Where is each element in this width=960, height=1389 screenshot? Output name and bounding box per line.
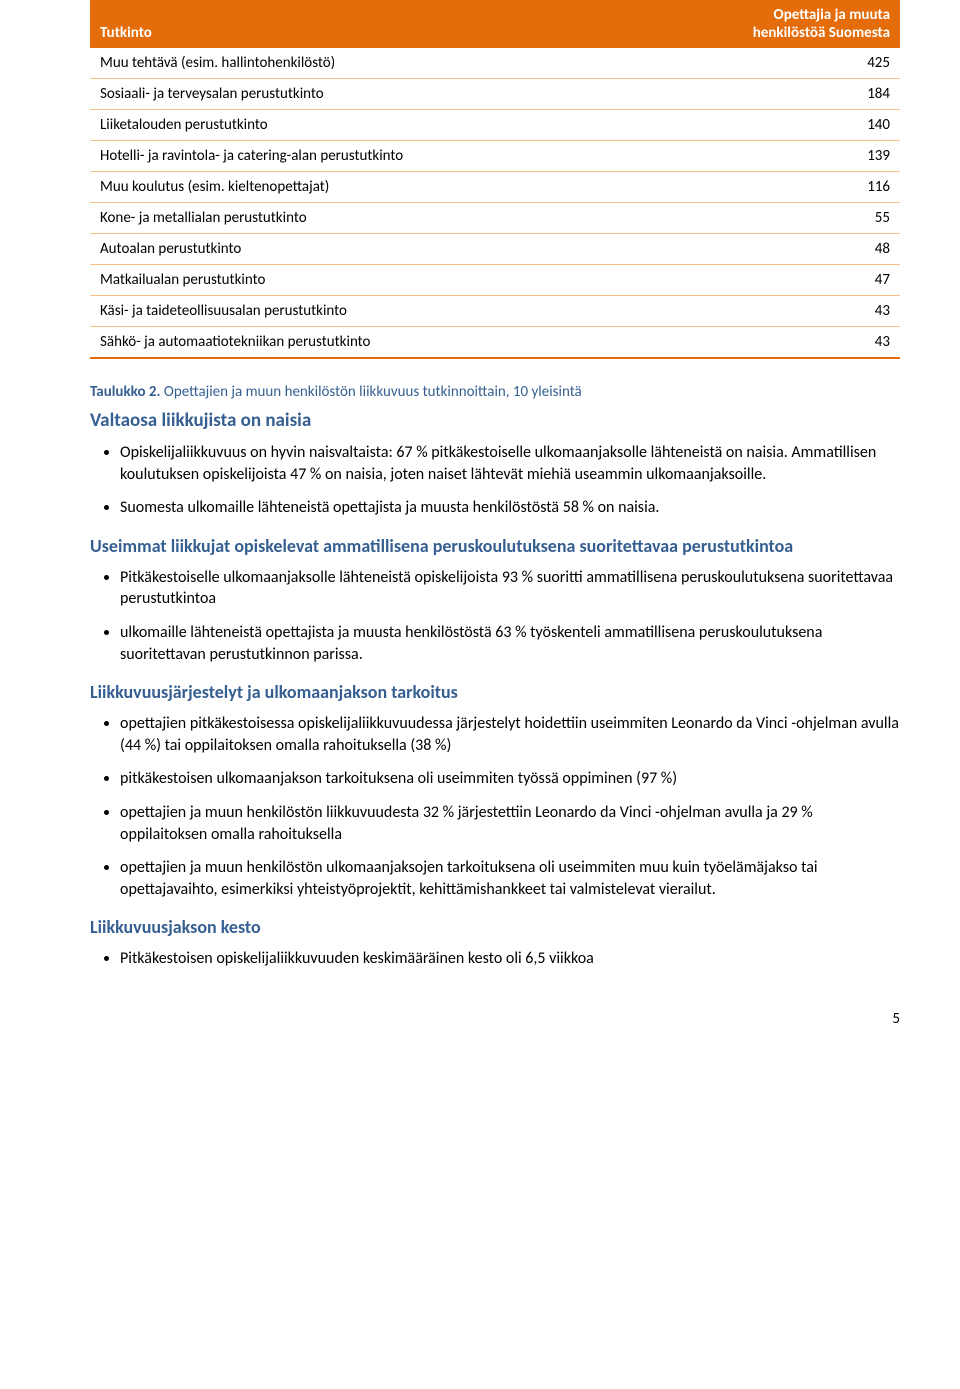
list-item: Opiskelijaliikkuvuus on hyvin naisvaltai… xyxy=(120,442,900,485)
row-label: Käsi- ja taideteollisuusalan perustutkin… xyxy=(90,296,635,327)
list-item: opettajien ja muun henkilöstön ulkomaanj… xyxy=(120,857,900,900)
row-label: Liiketalouden perustutkinto xyxy=(90,110,635,141)
table-row: Sosiaali- ja terveysalan perustutkinto18… xyxy=(90,79,900,110)
list-item: Pitkäkestoiselle ulkomaanjaksolle lähten… xyxy=(120,567,900,610)
row-value: 140 xyxy=(635,110,900,141)
bullet-list-1: Opiskelijaliikkuvuus on hyvin naisvaltai… xyxy=(90,442,900,519)
col2-line1: Opettajia ja muuta xyxy=(774,6,890,24)
section-title-1: Valtaosa liikkujista on naisia xyxy=(90,409,900,432)
table-row: Liiketalouden perustutkinto140 xyxy=(90,110,900,141)
col2-line2: henkilöstöä Suomesta xyxy=(753,24,890,42)
table-header-col1: Tutkinto xyxy=(90,0,635,48)
table-row: Muu koulutus (esim. kieltenopettajat)116 xyxy=(90,172,900,203)
row-label: Kone- ja metallialan perustutkinto xyxy=(90,203,635,234)
row-value: 48 xyxy=(635,234,900,265)
bullet-list-3: opettajien pitkäkestoisessa opiskelijali… xyxy=(90,713,900,900)
table-caption: Taulukko 2. Opettajien ja muun henkilöst… xyxy=(90,383,900,401)
caption-rest: Opettajien ja muun henkilöstön liikkuvuu… xyxy=(161,383,582,401)
row-value: 139 xyxy=(635,141,900,172)
row-label: Muu tehtävä (esim. hallintohenkilöstö) xyxy=(90,48,635,79)
table-row: Kone- ja metallialan perustutkinto55 xyxy=(90,203,900,234)
bullet-list-2: Pitkäkestoiselle ulkomaanjaksolle lähten… xyxy=(90,567,900,665)
section-title-2: Useimmat liikkujat opiskelevat ammatilli… xyxy=(90,535,900,557)
row-value: 43 xyxy=(635,327,900,359)
table-row: Sähkö- ja automaatiotekniikan perustutki… xyxy=(90,327,900,359)
row-value: 116 xyxy=(635,172,900,203)
row-value: 43 xyxy=(635,296,900,327)
row-value: 47 xyxy=(635,265,900,296)
row-label: Autoalan perustutkinto xyxy=(90,234,635,265)
table-row: Autoalan perustutkinto48 xyxy=(90,234,900,265)
table-header-col2: Opettajia ja muuta henkilöstöä Suomesta xyxy=(635,0,900,48)
row-label: Matkailualan perustutkinto xyxy=(90,265,635,296)
row-label: Hotelli- ja ravintola- ja catering-alan … xyxy=(90,141,635,172)
list-item: Pitkäkestoisen opiskelijaliikkuvuuden ke… xyxy=(120,948,900,970)
row-label: Sähkö- ja automaatiotekniikan perustutki… xyxy=(90,327,635,359)
list-item: Suomesta ulkomaille lähteneistä opettaji… xyxy=(120,497,900,519)
row-value: 184 xyxy=(635,79,900,110)
row-value: 55 xyxy=(635,203,900,234)
table-row: Käsi- ja taideteollisuusalan perustutkin… xyxy=(90,296,900,327)
row-label: Sosiaali- ja terveysalan perustutkinto xyxy=(90,79,635,110)
list-item: opettajien ja muun henkilöstön liikkuvuu… xyxy=(120,802,900,845)
row-value: 425 xyxy=(635,48,900,79)
table-row: Matkailualan perustutkinto47 xyxy=(90,265,900,296)
section-title-4: Liikkuvuusjakson kesto xyxy=(90,916,900,938)
section-title-3: Liikkuvuusjärjestelyt ja ulkomaanjakson … xyxy=(90,681,900,703)
bullet-list-4: Pitkäkestoisen opiskelijaliikkuvuuden ke… xyxy=(90,948,900,970)
table-row: Hotelli- ja ravintola- ja catering-alan … xyxy=(90,141,900,172)
list-item: opettajien pitkäkestoisessa opiskelijali… xyxy=(120,713,900,756)
list-item: ulkomaille lähteneistä opettajista ja mu… xyxy=(120,622,900,665)
caption-bold: Taulukko 2. xyxy=(90,383,161,401)
page-number: 5 xyxy=(90,1010,900,1028)
data-table: Tutkinto Opettajia ja muuta henkilöstöä … xyxy=(90,0,900,359)
list-item: pitkäkestoisen ulkomaanjakson tarkoituks… xyxy=(120,768,900,790)
table-row: Muu tehtävä (esim. hallintohenkilöstö)42… xyxy=(90,48,900,79)
row-label: Muu koulutus (esim. kieltenopettajat) xyxy=(90,172,635,203)
